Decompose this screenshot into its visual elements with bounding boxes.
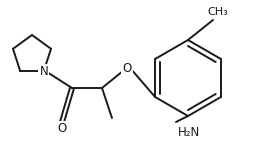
Text: O: O: [57, 122, 66, 135]
Text: N: N: [39, 65, 48, 78]
Text: H₂N: H₂N: [177, 126, 199, 138]
Text: O: O: [122, 61, 131, 75]
Text: CH₃: CH₃: [207, 7, 228, 17]
